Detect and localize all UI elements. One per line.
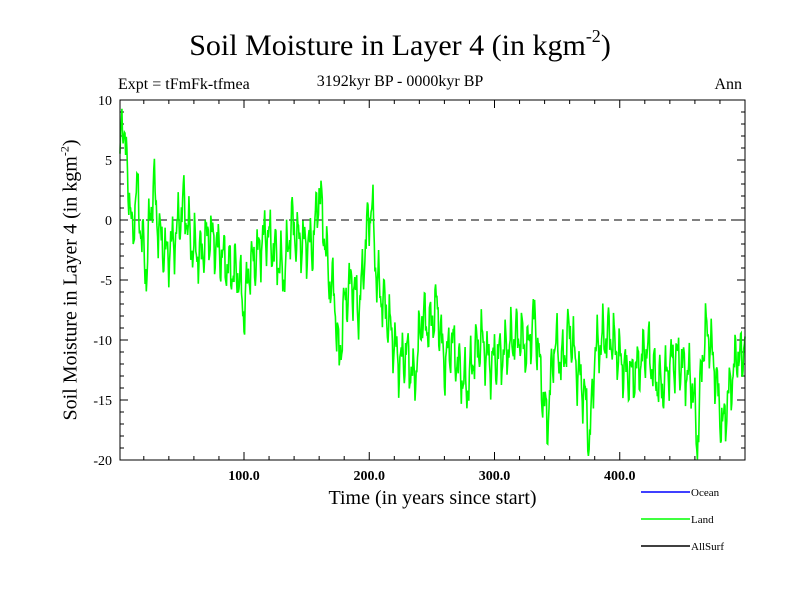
- x-tick-label: 300.0: [479, 469, 511, 484]
- y-tick-label: -5: [100, 274, 112, 289]
- season-label: Ann: [714, 76, 742, 93]
- x-axis-label: Time (in years since start): [328, 487, 537, 509]
- y-tick-label: -10: [93, 334, 112, 349]
- experiment-label: Expt = tFmFk-tfmea: [118, 76, 250, 93]
- legend: Ocean Land AllSurf: [641, 487, 724, 553]
- y-tick-label: 10: [98, 94, 112, 109]
- series-line-land: [119, 108, 746, 460]
- y-tick-label: 0: [105, 214, 112, 229]
- y-tick-label: 5: [105, 154, 112, 169]
- y-tick-label: -20: [93, 454, 112, 469]
- x-tick-label: 400.0: [604, 469, 636, 484]
- legend-label-allsurf: AllSurf: [691, 541, 724, 553]
- x-tick-label: 100.0: [228, 469, 260, 484]
- plot-frame: [119, 99, 746, 461]
- period-label: 3192kyr BP - 0000kyr BP: [316, 73, 484, 90]
- x-tick-label: 200.0: [353, 469, 385, 484]
- legend-label-land: Land: [691, 514, 714, 526]
- y-tick-label: -15: [93, 394, 112, 409]
- legend-label-ocean: Ocean: [691, 487, 720, 499]
- chart-title: Soil Moisture in Layer 4 (in kgm-2): [189, 26, 611, 62]
